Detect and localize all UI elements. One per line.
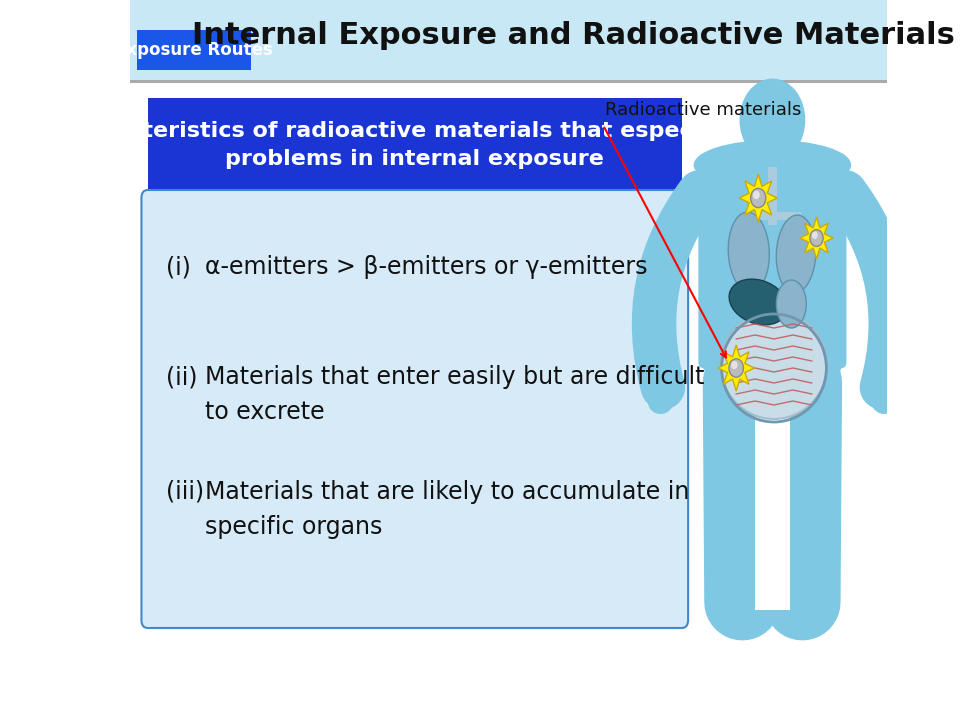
Text: Materials that are likely to accumulate in
specific organs: Materials that are likely to accumulate … [205,480,689,539]
Polygon shape [739,174,778,222]
Circle shape [751,189,766,207]
Text: Materials that enter easily but are difficult
to excrete: Materials that enter easily but are diff… [205,365,705,424]
FancyBboxPatch shape [141,190,688,628]
Ellipse shape [648,390,673,414]
Ellipse shape [777,215,816,293]
FancyBboxPatch shape [148,98,682,192]
Ellipse shape [872,390,897,414]
Ellipse shape [729,279,787,325]
FancyArrowPatch shape [654,192,700,387]
Ellipse shape [729,212,769,292]
Circle shape [732,361,737,369]
FancyArrowPatch shape [741,383,742,602]
Bar [131,0,887,80]
Polygon shape [800,217,833,259]
Bar [768,167,778,225]
Ellipse shape [721,311,828,419]
Bar [756,395,790,610]
Text: The characteristics of radioactive materials that especially cause
problems in i: The characteristics of radioactive mater… [5,121,825,169]
Ellipse shape [702,333,843,391]
FancyArrowPatch shape [803,383,804,602]
Polygon shape [718,345,755,391]
FancyBboxPatch shape [698,154,847,368]
Bar [761,146,783,164]
Text: (i): (i) [166,255,191,279]
FancyArrowPatch shape [845,192,891,387]
Circle shape [729,359,743,377]
Text: Internal Exposure and Radioactive Materials: Internal Exposure and Radioactive Materi… [192,20,955,50]
Text: Radioactive materials: Radioactive materials [605,101,801,119]
Text: α-emitters > β-emitters or γ-emitters: α-emitters > β-emitters or γ-emitters [205,255,648,279]
Bar [131,80,887,83]
Circle shape [812,232,818,239]
Ellipse shape [777,280,806,328]
Bar [745,212,768,220]
Text: (ii): (ii) [166,365,198,389]
Circle shape [753,191,759,199]
Circle shape [810,230,823,246]
Circle shape [741,80,804,160]
Ellipse shape [694,140,852,190]
FancyBboxPatch shape [136,30,251,70]
Text: (iii): (iii) [166,480,204,504]
Bar [778,212,801,220]
Text: Exposure Routes: Exposure Routes [115,41,273,59]
